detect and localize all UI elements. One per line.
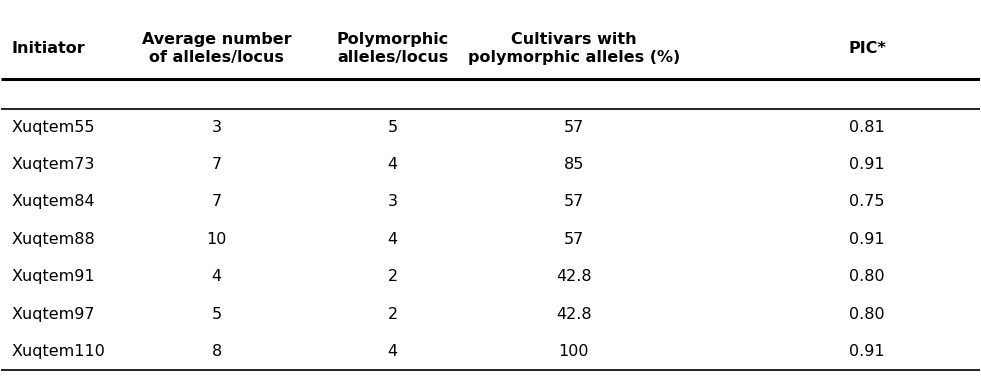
Text: 0.91: 0.91 (850, 157, 885, 172)
Text: 2: 2 (387, 269, 397, 284)
Text: 8: 8 (212, 344, 222, 359)
Text: Xuqtem110: Xuqtem110 (11, 344, 105, 359)
Text: 3: 3 (212, 120, 222, 135)
Text: 57: 57 (563, 232, 584, 247)
Text: 42.8: 42.8 (556, 307, 592, 321)
Text: 10: 10 (206, 232, 227, 247)
Text: Xuqtem84: Xuqtem84 (11, 194, 95, 210)
Text: 4: 4 (387, 232, 397, 247)
Text: 2: 2 (387, 307, 397, 321)
Text: 0.80: 0.80 (850, 269, 885, 284)
Text: 57: 57 (563, 194, 584, 210)
Text: 7: 7 (212, 194, 222, 210)
Text: 7: 7 (212, 157, 222, 172)
Text: 5: 5 (212, 307, 222, 321)
Text: Xuqtem88: Xuqtem88 (11, 232, 95, 247)
Text: Average number
of alleles/locus: Average number of alleles/locus (142, 32, 291, 64)
Text: 85: 85 (563, 157, 584, 172)
Text: Xuqtem97: Xuqtem97 (11, 307, 95, 321)
Text: Xuqtem73: Xuqtem73 (11, 157, 94, 172)
Text: 0.75: 0.75 (850, 194, 885, 210)
Text: 4: 4 (387, 344, 397, 359)
Text: 4: 4 (212, 269, 222, 284)
Text: PIC*: PIC* (849, 41, 886, 56)
Text: 4: 4 (387, 157, 397, 172)
Text: 0.91: 0.91 (850, 344, 885, 359)
Text: 0.80: 0.80 (850, 307, 885, 321)
Text: 0.81: 0.81 (850, 120, 885, 135)
Text: 57: 57 (563, 120, 584, 135)
Text: Cultivars with
polymorphic alleles (%): Cultivars with polymorphic alleles (%) (468, 32, 680, 64)
Text: Xuqtem91: Xuqtem91 (11, 269, 95, 284)
Text: 100: 100 (558, 344, 589, 359)
Text: 5: 5 (387, 120, 397, 135)
Text: Initiator: Initiator (11, 41, 85, 56)
Text: Xuqtem55: Xuqtem55 (11, 120, 95, 135)
Text: 42.8: 42.8 (556, 269, 592, 284)
Text: 0.91: 0.91 (850, 232, 885, 247)
Text: Polymorphic
alleles/locus: Polymorphic alleles/locus (336, 32, 448, 64)
Text: 3: 3 (387, 194, 397, 210)
